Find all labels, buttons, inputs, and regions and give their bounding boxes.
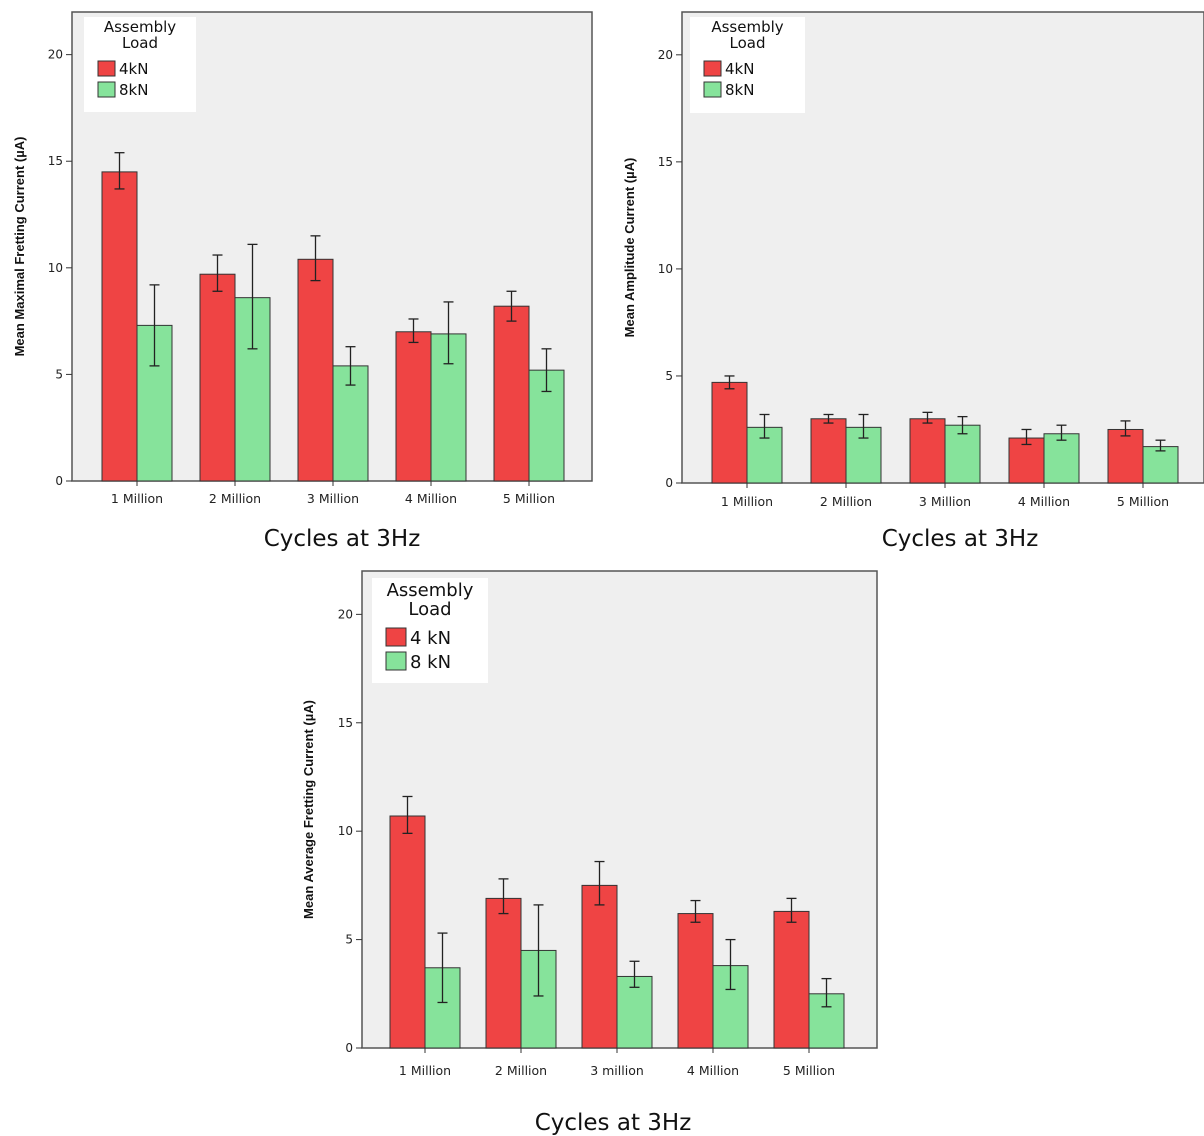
bar-red (909, 418, 946, 484)
bar-red (677, 913, 714, 1049)
y-tick-label: 5 (665, 369, 673, 383)
legend-swatch (703, 60, 722, 77)
y-tick-label: 10 (658, 262, 673, 276)
legend-swatch (97, 81, 116, 98)
y-axis-title: Mean Amplitude Current (µA) (622, 158, 637, 338)
y-tick-label: 15 (338, 716, 353, 730)
legend-title: Assembly (387, 580, 474, 601)
y-tick-label: 0 (345, 1041, 353, 1055)
x-tick-label: 5 Million (783, 1063, 835, 1078)
x-tick-label: 3 Million (307, 491, 359, 506)
bar-red (395, 331, 432, 482)
legend-swatch (385, 651, 407, 671)
legend-title: Assembly (104, 18, 176, 36)
bar-green (1043, 433, 1080, 484)
legend-swatch (97, 60, 116, 77)
legend-swatch (703, 81, 722, 98)
y-tick-label: 15 (48, 154, 63, 168)
bar-green (234, 297, 271, 482)
bar-red (493, 305, 530, 482)
bar-green (944, 424, 981, 484)
x-tick-label: 3 million (590, 1063, 644, 1078)
y-axis-title: Mean Average Fretting Current (µA) (301, 700, 316, 919)
legend-label: 8kN (119, 81, 148, 99)
chart-2: 0 5 10 15 20 Mean Amplitude Current (µA) 1 Mil… (622, 11, 1204, 552)
x-tick-label: 2 Million (495, 1063, 547, 1078)
legend-label: 8 kN (410, 652, 451, 673)
x-axis-title: Cycles at 3Hz (264, 526, 421, 552)
bar-red (199, 273, 236, 482)
bar-green (712, 965, 749, 1049)
legend-title: Load (122, 34, 158, 52)
y-tick-label: 5 (345, 933, 353, 947)
bar-red (485, 897, 522, 1049)
legend-title: Load (730, 34, 766, 52)
x-tick-label: 5 Million (1117, 494, 1169, 509)
legend-label: 4kN (119, 60, 148, 78)
bar-red (773, 910, 810, 1049)
y-tick-label: 15 (658, 155, 673, 169)
y-axis-title: Mean Maximal Fretting Current (µA) (12, 137, 27, 357)
x-tick-label: 1 Million (721, 494, 773, 509)
bar-red (1107, 428, 1144, 484)
bar-red (711, 381, 748, 484)
chart-1: 0 5 10 15 20 Mean Maximal Fretting Current (µ… (12, 11, 593, 552)
legend-swatch (385, 627, 407, 647)
bar-green (616, 975, 653, 1049)
x-axis-title: Cycles at 3Hz (882, 526, 1039, 552)
y-tick-label: 10 (48, 261, 63, 275)
legend-label: 4 kN (410, 628, 451, 649)
y-tick-label: 5 (55, 367, 63, 381)
y-tick-label: 0 (665, 476, 673, 490)
bar-red (101, 171, 138, 482)
y-tick-label: 0 (55, 474, 63, 488)
x-tick-label: 3 Million (919, 494, 971, 509)
x-tick-label: 4 Million (405, 491, 457, 506)
legend-title: Assembly (711, 18, 783, 36)
x-tick-label: 2 Million (820, 494, 872, 509)
y-tick-label: 20 (338, 607, 353, 621)
x-tick-label: 4 Million (687, 1063, 739, 1078)
bar-red (1008, 437, 1045, 484)
y-tick-label: 10 (338, 824, 353, 838)
legend-title: Load (408, 599, 451, 620)
x-tick-label: 1 Million (111, 491, 163, 506)
bar-red (389, 815, 426, 1049)
bar-red (581, 884, 618, 1049)
x-tick-label: 4 Million (1018, 494, 1070, 509)
bar-green (1142, 446, 1179, 484)
x-axis-title: Cycles at 3Hz (535, 1110, 692, 1136)
x-tick-label: 5 Million (503, 491, 555, 506)
bar-red (297, 258, 334, 482)
legend-label: 4kN (725, 60, 754, 78)
legend-label: 8kN (725, 81, 754, 99)
y-tick-label: 20 (48, 48, 63, 62)
chart-3: 0 5 10 15 20 Mean Average Fretting Current (µ… (301, 570, 878, 1136)
x-tick-label: 2 Million (209, 491, 261, 506)
x-tick-label: 1 Million (399, 1063, 451, 1078)
y-tick-label: 20 (658, 48, 673, 62)
bar-red (810, 418, 847, 484)
